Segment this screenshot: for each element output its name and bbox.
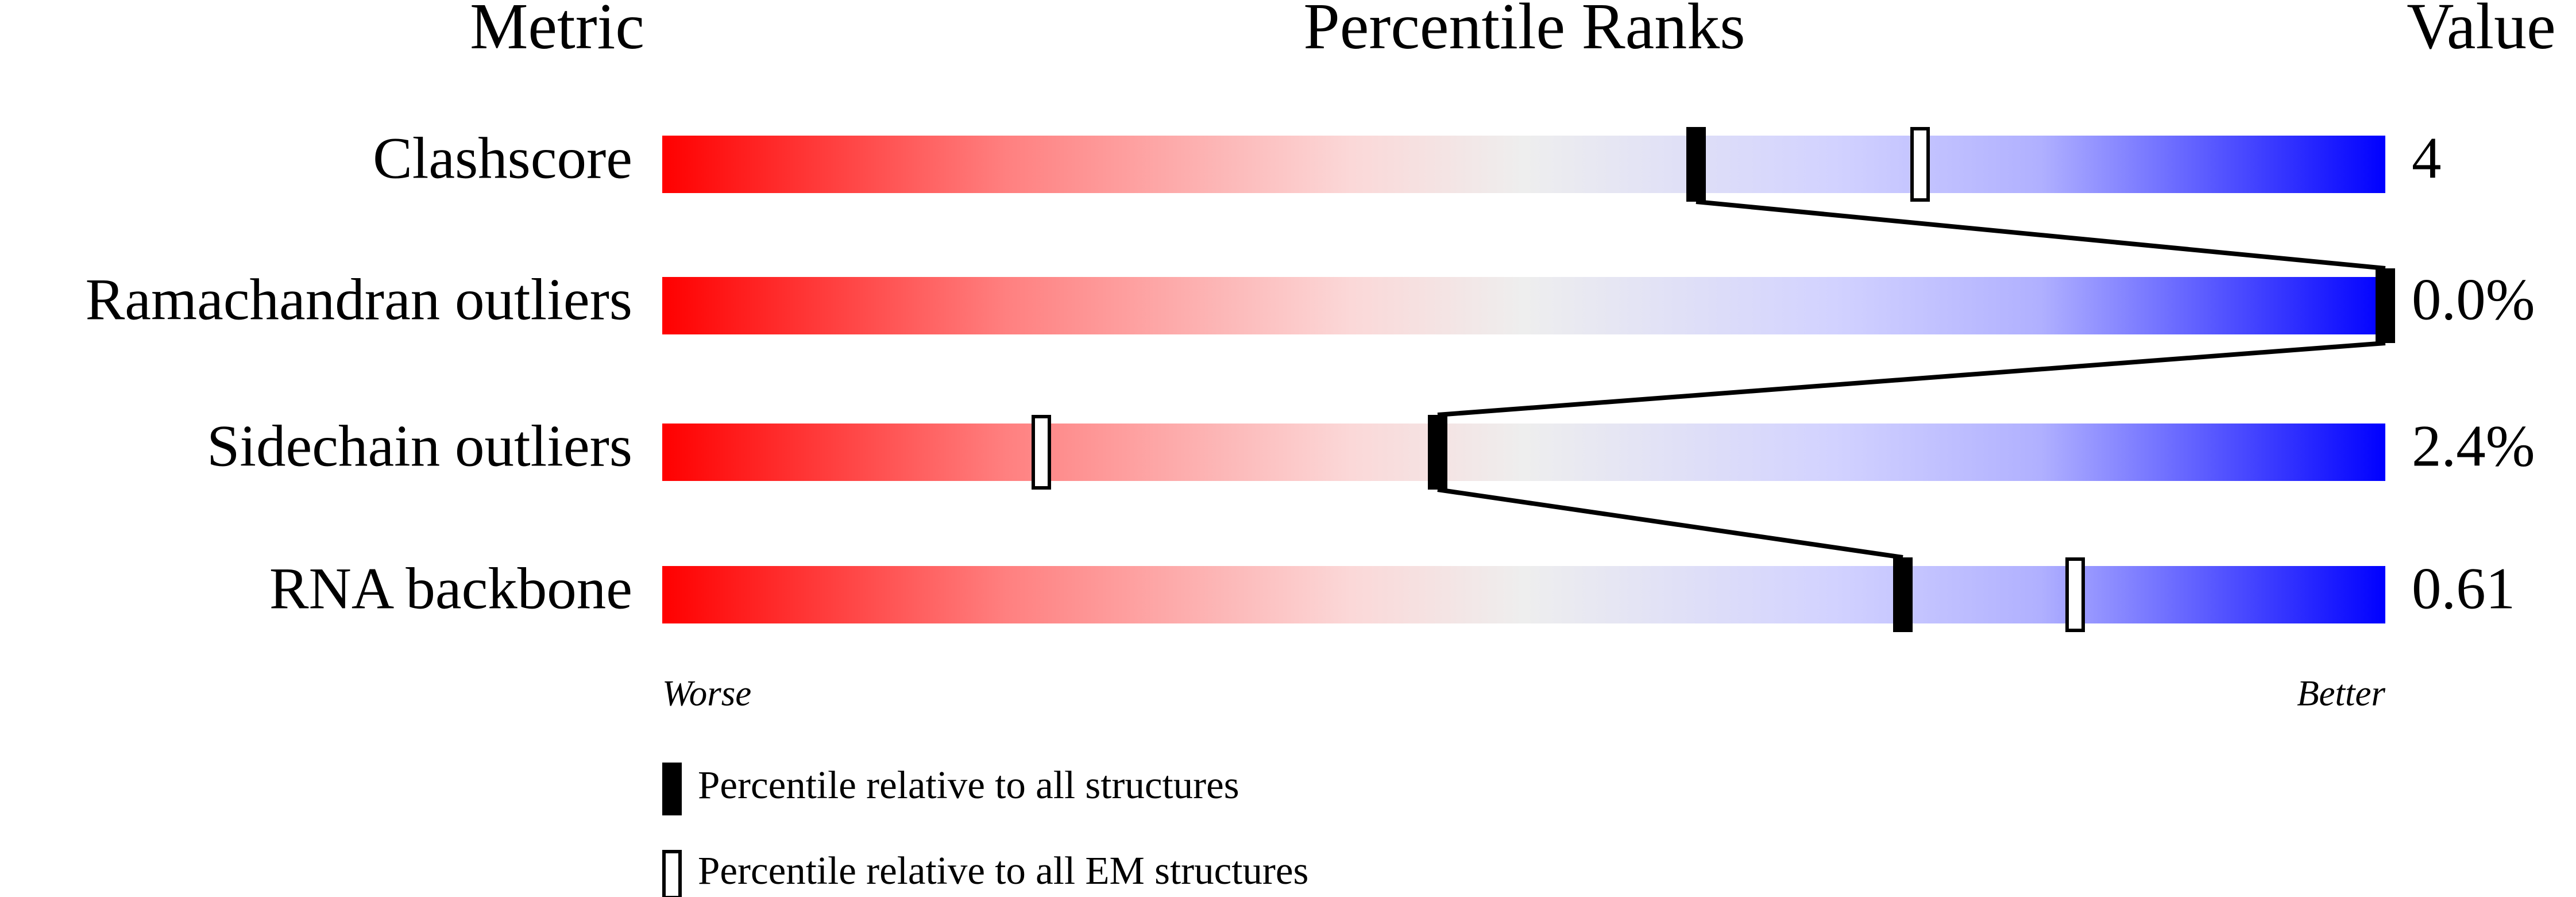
marker-em <box>1910 127 1930 202</box>
legend-label: Percentile relative to all EM structures <box>698 849 1308 892</box>
marker-all <box>1893 557 1913 632</box>
connector <box>1696 199 2386 271</box>
metric-value: 0.61 <box>2412 556 2515 622</box>
metric-label: Clashscore <box>373 126 632 191</box>
header: Percentile Ranks <box>1303 0 1745 63</box>
metric-label: RNA backbone <box>269 556 632 622</box>
better-label: Better <box>2297 673 2385 713</box>
metric-value: 0.0% <box>2412 267 2535 333</box>
percentile-bar <box>662 136 2385 193</box>
marker-all <box>1428 415 1447 490</box>
metric-value: 2.4% <box>2412 414 2535 479</box>
marker-em <box>1032 415 1051 490</box>
legend-icon <box>662 763 682 815</box>
worse-label: Worse <box>662 673 751 713</box>
connector <box>1437 341 2386 417</box>
metric-value: 4 <box>2412 126 2442 191</box>
percentile-bar <box>662 277 2385 334</box>
connector <box>1437 487 1903 560</box>
header: Value <box>2407 0 2556 63</box>
metric-label: Sidechain outliers <box>207 414 632 479</box>
percentile-bar <box>662 424 2385 481</box>
legend-label: Percentile relative to all structures <box>698 763 1239 807</box>
metric-label: Ramachandran outliers <box>86 267 632 333</box>
marker-all <box>1686 127 1706 202</box>
marker-em <box>2065 557 2085 632</box>
marker-all <box>2376 268 2395 343</box>
header: Metric <box>470 0 644 63</box>
percentile-bar <box>662 566 2385 623</box>
legend-icon <box>662 850 682 897</box>
